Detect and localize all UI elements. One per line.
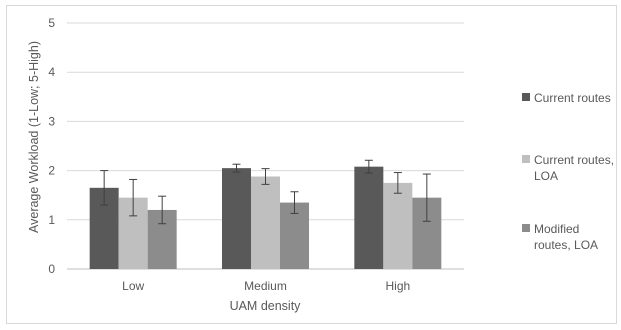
bar bbox=[354, 166, 384, 269]
y-tick-label: 1 bbox=[48, 213, 55, 227]
x-tick-labels: Low Medium High bbox=[122, 279, 410, 293]
bar bbox=[222, 168, 251, 269]
x-tick-label: High bbox=[385, 279, 410, 293]
error-bars bbox=[100, 159, 431, 225]
legend-label: Modified routes, LOA bbox=[534, 222, 598, 252]
legend: Current routes Current routes, LOA Modified… bbox=[522, 91, 614, 252]
legend-swatch bbox=[522, 93, 530, 101]
legend-swatch bbox=[522, 224, 530, 232]
legend-label: Current routes bbox=[534, 91, 611, 105]
bar bbox=[251, 176, 280, 269]
legend-swatch bbox=[522, 155, 530, 163]
legend-label: Current routes, LOA bbox=[534, 153, 614, 183]
y-tick-label: 3 bbox=[48, 114, 55, 128]
y-tick-label: 4 bbox=[48, 65, 55, 79]
y-tick-label: 5 bbox=[48, 16, 55, 30]
bar bbox=[383, 182, 413, 269]
y-tick-label: 0 bbox=[48, 262, 55, 276]
x-tick-label: Medium bbox=[244, 279, 287, 293]
y-tick-labels: 0 1 2 3 4 5 bbox=[48, 16, 55, 276]
y-axis-title: Average Workload (1-Low; 5-High) bbox=[27, 41, 41, 233]
x-axis-title: UAM density bbox=[230, 299, 302, 313]
chart-frame: 0 1 2 3 4 5 Low Medium High UAM density Average… bbox=[6, 5, 617, 324]
bar-chart: 0 1 2 3 4 5 Low Medium High UAM density Average… bbox=[27, 16, 614, 313]
bars bbox=[89, 166, 442, 269]
x-tick-label: Low bbox=[122, 279, 144, 293]
y-tick-label: 2 bbox=[48, 164, 55, 178]
